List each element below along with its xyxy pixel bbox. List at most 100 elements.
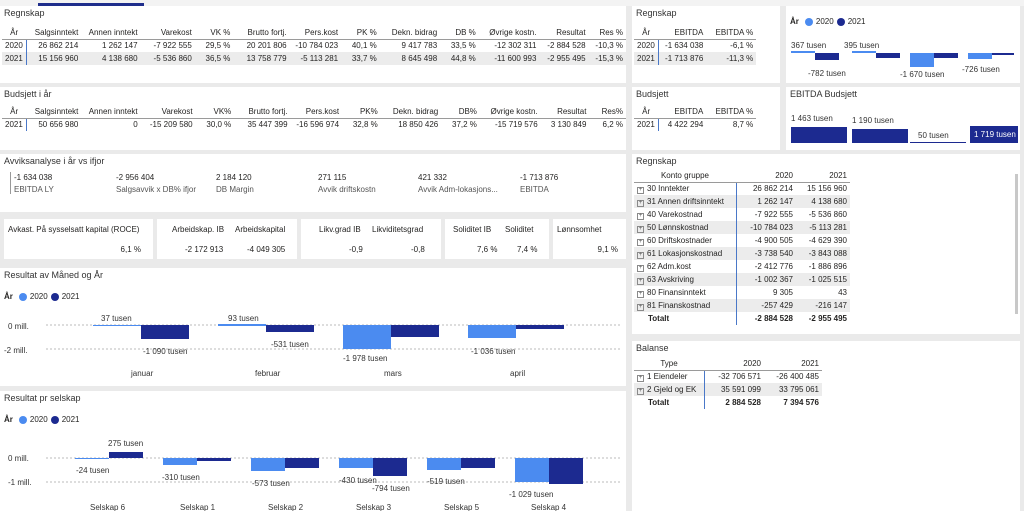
row-label[interactable]: +2 Gjeld og EK xyxy=(634,383,704,396)
column-header[interactable]: Pers.kost xyxy=(289,26,342,40)
table-row[interactable]: +61 Lokasjonskostnad -3 738 540 -3 843 088 xyxy=(634,247,850,260)
row-label[interactable]: +81 Finanskostnad xyxy=(634,299,736,312)
row-label[interactable]: +63 Avskriving xyxy=(634,273,736,286)
column-header[interactable]: 2020 xyxy=(736,169,796,183)
column-header[interactable]: Dekn. bidrag xyxy=(379,26,441,40)
expand-icon[interactable]: + xyxy=(637,186,644,194)
bar-2020[interactable] xyxy=(515,458,549,482)
table-row[interactable]: 2020 -1 634 038 -6,1 % xyxy=(634,39,756,52)
column-header[interactable]: EBITDA xyxy=(658,26,707,40)
table-row[interactable]: 2020 26 862 214 1 262 147 -7 922 555 29,5 % 2… xyxy=(2,39,626,52)
legend-2020-label[interactable]: 2020 xyxy=(815,17,834,26)
legend-2020-label[interactable]: 2020 xyxy=(29,292,48,301)
scrollbar[interactable] xyxy=(1015,174,1018,314)
column-header[interactable]: 2020 xyxy=(704,357,764,371)
table-row[interactable]: +31 Annen driftsinntekt 1 262 147 4 138 68… xyxy=(634,195,850,208)
column-header[interactable]: Øvrige kostn. xyxy=(478,26,540,40)
column-header[interactable]: Pers.kost xyxy=(290,105,343,119)
bar-2020[interactable] xyxy=(852,51,876,53)
bar-2021[interactable] xyxy=(197,458,231,461)
column-header[interactable]: År xyxy=(634,105,659,119)
bar-2020[interactable] xyxy=(968,53,992,59)
column-header[interactable]: Annen inntekt xyxy=(81,26,141,40)
table-row[interactable]: 2021 50 656 980 0 -15 209 580 30,0 % 35 447 3… xyxy=(2,118,626,131)
bar-2021[interactable] xyxy=(992,53,1014,55)
bar-2021[interactable] xyxy=(285,458,319,468)
bar-2020[interactable] xyxy=(163,458,197,465)
legend-2021-label[interactable]: 2021 xyxy=(847,17,866,26)
table-row[interactable]: +2 Gjeld og EK 35 591 099 33 795 061 xyxy=(634,383,822,396)
expand-icon[interactable]: + xyxy=(637,374,644,382)
column-header[interactable]: Brutto fortj. xyxy=(233,26,290,40)
table-row[interactable]: +1 Eiendeler -32 706 571 -26 400 485 xyxy=(634,370,822,383)
column-header[interactable]: EBITDA % xyxy=(706,26,757,40)
table-row[interactable]: +30 Inntekter 26 862 214 15 156 960 xyxy=(634,182,850,195)
column-header[interactable]: Resultat xyxy=(540,105,590,119)
column-header[interactable]: DB% xyxy=(441,105,480,119)
bar-2021[interactable] xyxy=(266,325,314,332)
bar-2021[interactable] xyxy=(391,325,439,337)
bar-2020[interactable] xyxy=(93,325,141,326)
table-row[interactable]: 2021 15 156 960 4 138 680 -5 536 860 36,5 % 1… xyxy=(2,52,626,65)
bar-2021[interactable] xyxy=(815,53,839,60)
bar-2020[interactable] xyxy=(910,53,934,67)
expand-icon[interactable]: + xyxy=(637,251,644,259)
expand-icon[interactable]: + xyxy=(637,238,644,246)
bar-2021[interactable] xyxy=(109,452,143,458)
bar-2021[interactable] xyxy=(141,325,189,339)
column-header[interactable]: Varekost xyxy=(140,26,195,40)
column-header[interactable]: DB % xyxy=(440,26,479,40)
expand-icon[interactable]: + xyxy=(637,290,644,298)
bar-budget[interactable] xyxy=(791,127,847,143)
bar-2020[interactable] xyxy=(75,458,109,459)
column-header[interactable]: PK% xyxy=(342,105,381,119)
bar-2021[interactable] xyxy=(934,53,958,58)
column-header[interactable]: PK % xyxy=(341,26,380,40)
table-row[interactable]: +63 Avskriving -1 002 367 -1 025 515 xyxy=(634,273,850,286)
table-row[interactable]: 2021 -1 713 876 -11,3 % xyxy=(634,52,757,65)
column-header[interactable]: 2021 xyxy=(796,169,850,183)
table-row[interactable]: +62 Adm.kost -2 412 776 -1 886 896 xyxy=(634,260,850,273)
column-header[interactable]: Varekost xyxy=(140,105,196,119)
expand-icon[interactable]: + xyxy=(637,277,644,285)
legend-2021-label[interactable]: 2021 xyxy=(61,415,80,424)
column-header[interactable]: Type xyxy=(634,357,704,371)
column-header[interactable]: EBITDA xyxy=(658,105,707,119)
column-header[interactable]: EBITDA % xyxy=(706,105,757,119)
bar-2020[interactable] xyxy=(468,325,516,338)
table-row[interactable]: 2021 4 422 294 8,7 % xyxy=(634,118,756,131)
row-label[interactable]: +60 Driftskostnader xyxy=(634,234,736,247)
expand-icon[interactable]: + xyxy=(637,387,644,395)
row-label[interactable]: +80 Finansinntekt xyxy=(634,286,736,299)
row-label[interactable]: +1 Eiendeler xyxy=(634,370,704,383)
bar-2021[interactable] xyxy=(373,458,407,476)
table-row[interactable]: +80 Finansinntekt 9 305 43 xyxy=(634,286,850,299)
expand-icon[interactable]: + xyxy=(637,212,644,220)
column-header[interactable]: Brutto fortj. xyxy=(234,105,291,119)
column-header[interactable]: Dekn. bidrag xyxy=(380,105,442,119)
row-label[interactable]: +31 Annen driftsinntekt xyxy=(634,195,736,208)
expand-icon[interactable]: + xyxy=(637,225,644,233)
table-row[interactable]: +40 Varekostnad -7 922 555 -5 536 860 xyxy=(634,208,850,221)
table-row[interactable]: +60 Driftskostnader -4 900 505 -4 629 390 xyxy=(634,234,850,247)
bar-2020[interactable] xyxy=(791,51,815,53)
column-header[interactable]: Konto gruppe xyxy=(634,169,736,183)
expand-icon[interactable]: + xyxy=(637,264,644,272)
bar-2020[interactable] xyxy=(427,458,461,470)
column-header[interactable]: VK% xyxy=(195,105,235,119)
bar-2021[interactable] xyxy=(549,458,583,484)
column-header[interactable]: Resultat xyxy=(539,26,589,40)
column-header[interactable]: VK % xyxy=(194,26,234,40)
row-label[interactable]: +61 Lokasjonskostnad xyxy=(634,247,736,260)
column-header[interactable]: År xyxy=(2,26,27,40)
bar-budget[interactable] xyxy=(852,129,908,143)
bar-2020[interactable] xyxy=(251,458,285,471)
table-row[interactable]: +50 Lønnskostnad -10 784 023 -5 113 281 xyxy=(634,221,850,234)
bar-2020[interactable] xyxy=(339,458,373,468)
row-label[interactable]: +62 Adm.kost xyxy=(634,260,736,273)
row-label[interactable]: +50 Lønnskostnad xyxy=(634,221,736,234)
column-header[interactable]: År xyxy=(2,105,27,119)
bar-budget[interactable] xyxy=(910,142,966,143)
bar-2021[interactable] xyxy=(461,458,495,468)
bar-2021[interactable] xyxy=(876,53,900,58)
